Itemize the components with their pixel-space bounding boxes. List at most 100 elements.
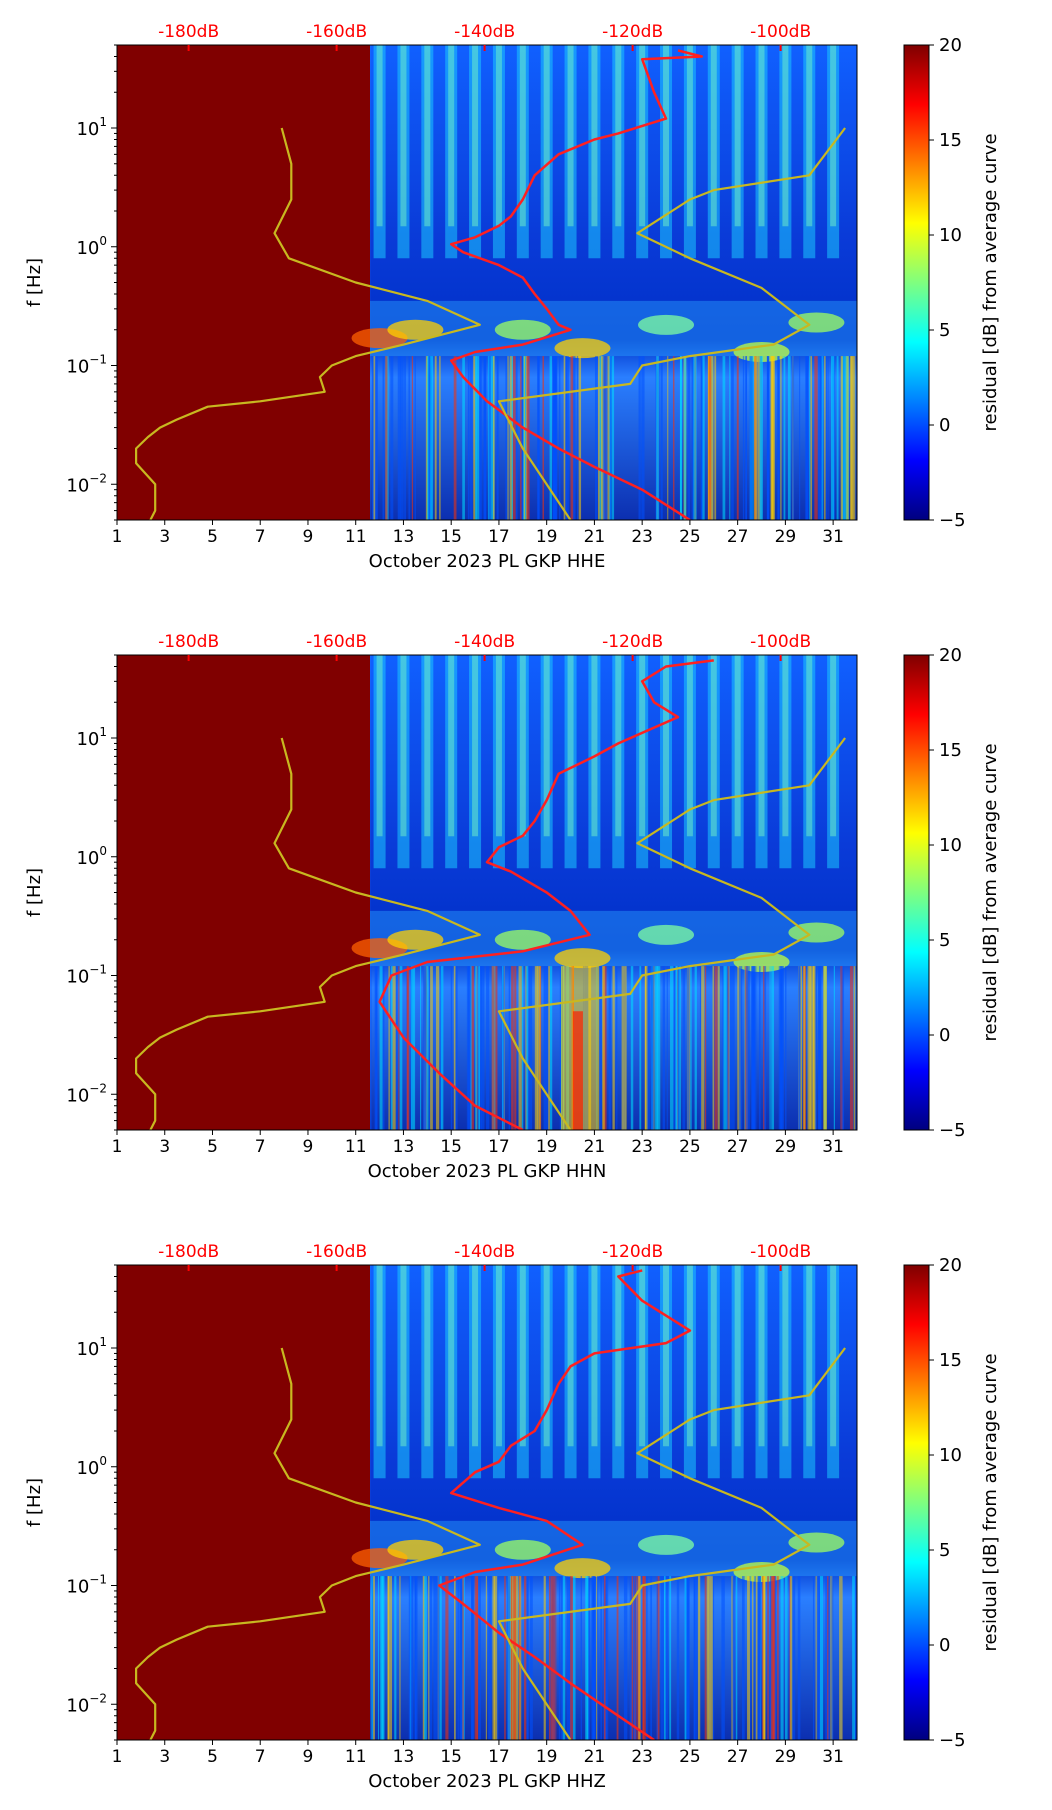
lowfreq-streak bbox=[650, 966, 655, 1130]
y-tick-label: 10−1 bbox=[66, 963, 107, 988]
daily-band bbox=[492, 655, 505, 869]
lowfreq-streak bbox=[623, 1576, 628, 1740]
lowfreq-streak bbox=[467, 356, 470, 520]
daily-band bbox=[707, 1265, 720, 1479]
daily-band-core bbox=[639, 655, 646, 837]
lowfreq-streak bbox=[548, 966, 550, 1130]
daily-band-core bbox=[591, 45, 598, 227]
x-tick-label: 15 bbox=[440, 1747, 462, 1767]
daily-band-core bbox=[710, 655, 717, 837]
top-axis-label: -120dB bbox=[602, 632, 663, 652]
lowfreq-streak bbox=[693, 1576, 697, 1740]
daily-band bbox=[779, 45, 792, 259]
lowfreq-streak bbox=[757, 1576, 761, 1740]
lowfreq-streak bbox=[729, 966, 734, 1130]
lowfreq-streak bbox=[422, 1576, 425, 1740]
lowfreq-streak bbox=[578, 356, 582, 520]
lowfreq-streak bbox=[381, 1576, 385, 1740]
daily-band-core bbox=[830, 45, 837, 227]
lowfreq-streak bbox=[468, 966, 472, 1130]
lowfreq-streak bbox=[747, 1576, 750, 1740]
x-tick-label: 19 bbox=[536, 527, 558, 547]
daily-band-core bbox=[663, 45, 670, 227]
lowfreq-streak bbox=[424, 1576, 427, 1740]
lowfreq-streak bbox=[707, 1576, 711, 1740]
lowfreq-streak bbox=[762, 1576, 766, 1740]
lowfreq-streak bbox=[658, 966, 661, 1130]
lowfreq-streak bbox=[604, 356, 608, 520]
lowfreq-streak bbox=[616, 1576, 619, 1740]
lowfreq-streak bbox=[791, 356, 795, 520]
daily-band bbox=[755, 655, 768, 869]
lowfreq-streak bbox=[427, 356, 432, 520]
lowfreq-streak bbox=[840, 356, 843, 520]
daily-band bbox=[445, 655, 458, 869]
lowfreq-streak bbox=[676, 966, 680, 1130]
lowfreq-streak bbox=[712, 1576, 715, 1740]
lowfreq-streak bbox=[414, 356, 416, 520]
lowfreq-streak bbox=[674, 966, 678, 1130]
lowfreq-streak bbox=[551, 1576, 555, 1740]
heatmap-area bbox=[117, 1265, 857, 1740]
lowfreq-streak bbox=[373, 1576, 375, 1740]
lowfreq-streak bbox=[704, 966, 707, 1130]
lowfreq-streak bbox=[783, 356, 786, 520]
lowfreq-streak bbox=[803, 966, 806, 1130]
x-tick-label: 31 bbox=[822, 527, 844, 547]
daily-band-core bbox=[591, 1265, 598, 1447]
lowfreq-streak bbox=[797, 1576, 801, 1740]
daily-band bbox=[421, 45, 434, 259]
lowfreq-streak bbox=[570, 1576, 573, 1740]
lowfreq-streak bbox=[771, 966, 775, 1130]
lowfreq-streak bbox=[390, 966, 393, 1130]
lowfreq-streak bbox=[580, 1576, 583, 1740]
colorbar-tick-label: 20 bbox=[939, 645, 962, 666]
lowfreq-streak bbox=[708, 356, 712, 520]
daily-band bbox=[779, 1265, 792, 1479]
lowfreq-streak bbox=[644, 966, 648, 1130]
lowfreq-streak bbox=[823, 966, 827, 1130]
colorbar-tick-label: 0 bbox=[939, 415, 950, 436]
daily-band-core bbox=[567, 1265, 574, 1447]
lowfreq-streak bbox=[852, 356, 856, 520]
series-line-1 bbox=[378, 659, 714, 1130]
lowfreq-streak bbox=[686, 1576, 690, 1740]
x-tick-label: 13 bbox=[393, 1747, 415, 1767]
top-axis-label: -180dB bbox=[158, 632, 219, 652]
daily-band-core bbox=[448, 1265, 455, 1447]
daily-band bbox=[612, 655, 625, 869]
daily-band-core bbox=[400, 45, 407, 227]
lowfreq-streak bbox=[548, 1576, 551, 1740]
lowfreq-streak bbox=[395, 966, 398, 1130]
lowfreq-streak bbox=[638, 356, 641, 520]
x-tick-label: 29 bbox=[775, 1747, 797, 1767]
lowfreq-streak bbox=[412, 1576, 414, 1740]
lowfreq-streak bbox=[543, 966, 547, 1130]
lowfreq-streak bbox=[374, 356, 378, 520]
daily-band bbox=[469, 655, 482, 869]
daily-band-core bbox=[806, 1265, 813, 1447]
daily-band-core bbox=[424, 45, 431, 227]
y-tick-label: 101 bbox=[76, 115, 107, 140]
lowfreq-streak bbox=[471, 966, 474, 1130]
lowfreq-streak bbox=[434, 356, 437, 520]
lowfreq-streak bbox=[815, 1576, 818, 1740]
daily-band-core bbox=[806, 655, 813, 837]
lowfreq-streak bbox=[732, 1576, 735, 1740]
daily-band bbox=[516, 655, 529, 869]
lowfreq-streak bbox=[496, 356, 498, 520]
lowfreq-streak bbox=[490, 356, 495, 520]
no-data-region bbox=[117, 655, 371, 1130]
lowfreq-streak bbox=[603, 966, 607, 1130]
lowfreq-streak bbox=[400, 356, 404, 520]
lowfreq-streak bbox=[491, 966, 495, 1130]
x-tick-label: 29 bbox=[775, 1137, 797, 1157]
microseism-peak bbox=[387, 319, 444, 340]
daily-band-core bbox=[448, 45, 455, 227]
daily-band-core bbox=[543, 1265, 550, 1447]
daily-band-core bbox=[734, 655, 741, 837]
lowfreq-streak bbox=[390, 356, 394, 520]
lowfreq-streak bbox=[839, 1576, 843, 1740]
daily-band bbox=[779, 655, 792, 869]
